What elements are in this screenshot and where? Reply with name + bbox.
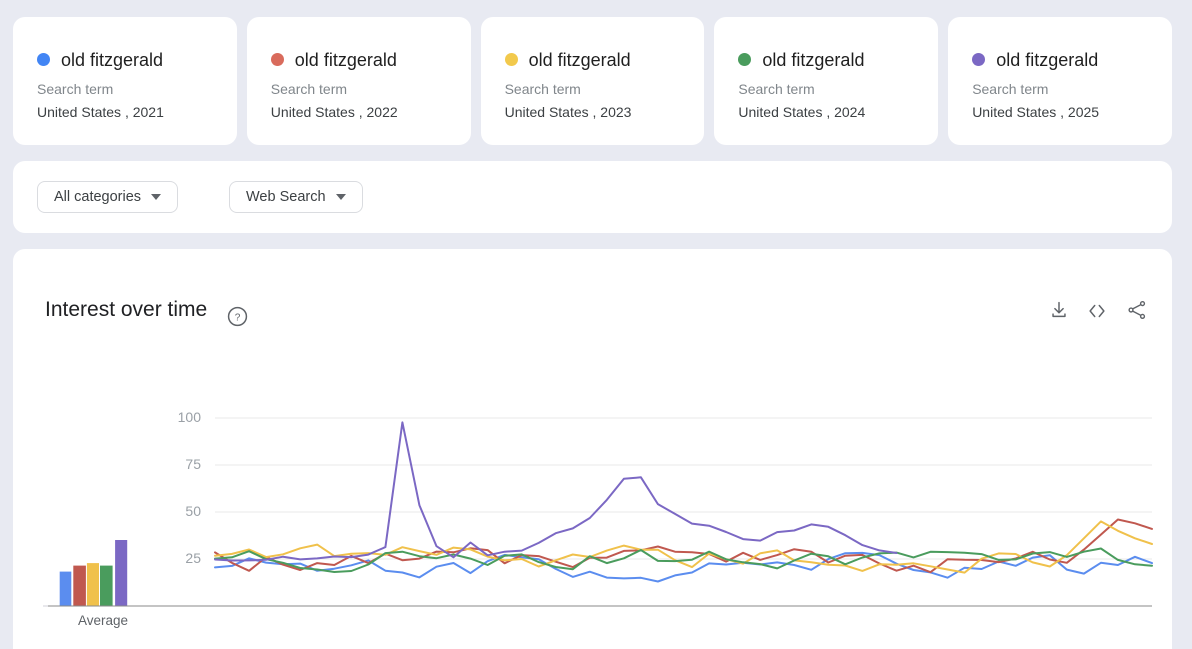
svg-text:100: 100 [178,409,202,425]
svg-text:50: 50 [185,503,201,519]
svg-text:25: 25 [185,550,201,566]
svg-text:75: 75 [185,456,201,472]
